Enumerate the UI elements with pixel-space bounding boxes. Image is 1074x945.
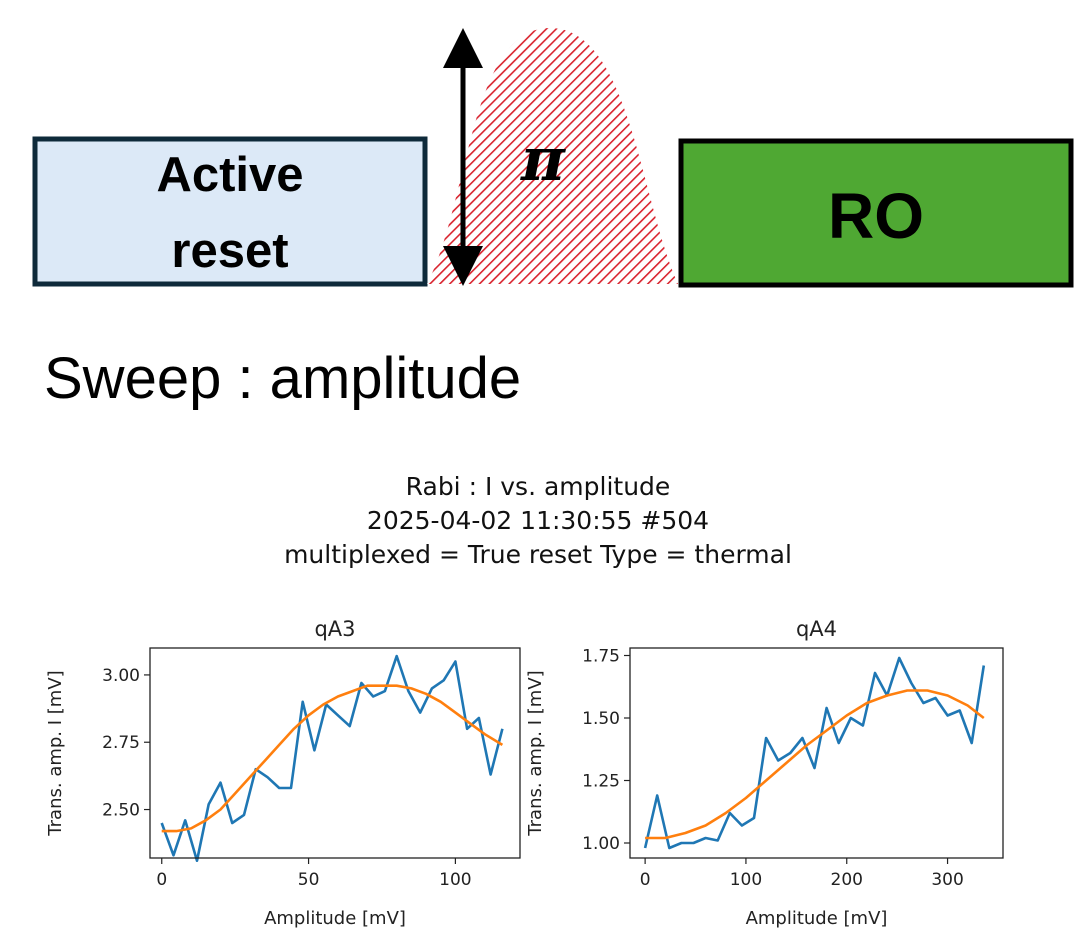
sweep-label: Sweep : amplitude (44, 346, 522, 411)
figure-title-line1: Rabi : I vs. amplitude (405, 472, 671, 501)
pi-pulse-label: π (520, 125, 566, 195)
figure-title: Rabi : I vs. amplitude 2025-04-02 11:30:… (200, 470, 876, 572)
y-tick-label: 2.50 (102, 801, 140, 821)
plot-frame (629, 647, 1004, 859)
charts-area: 0 50 100 2.50 2.75 3.00 qA3 Amplitude [mV] Trans… (45, 617, 1004, 929)
active-reset-label-line1: Active (156, 148, 303, 202)
figure-title-line2: 2025-04-02 11:30:55 #504 (366, 506, 710, 535)
y-tick-label: 3.00 (102, 666, 140, 686)
series-line-data (643, 656, 986, 850)
plot-frame (149, 647, 521, 859)
y-tick-label: 1.75 (582, 647, 620, 667)
y-axis-label: Trans. amp. I [mV] (525, 670, 546, 836)
x-tick-label: 200 (831, 870, 863, 890)
y-tick-label: 1.25 (582, 772, 620, 792)
readout-label: RO (828, 180, 924, 252)
pi-pulse-shape (427, 28, 678, 284)
chart-qA3: 0 50 100 2.50 2.75 3.00 qA3 Amplitude [mV] Trans… (45, 617, 521, 929)
y-tick-label: 1.50 (582, 709, 620, 729)
y-tick-label: 1.00 (582, 834, 620, 854)
figure-title-line3: multiplexed = True reset Type = thermal (284, 540, 792, 569)
series-line-data (160, 654, 504, 863)
pulse-sequence-diagram: Active reset π RO (32, 27, 1074, 288)
x-tick-label: 0 (156, 870, 167, 890)
chart-qA4: 0 100 200 300 1.00 1.25 1.50 1.75 qA4 Amplitude [… (525, 617, 1004, 929)
x-tick-label: 0 (640, 870, 651, 890)
active-reset-label-line2: reset (171, 224, 288, 278)
x-axis-label: Amplitude [mV] (264, 908, 406, 929)
chart-title: qA4 (796, 617, 837, 641)
x-tick-label: 50 (298, 870, 320, 890)
x-tick-label: 300 (931, 870, 963, 890)
series-line-fit (645, 689, 985, 840)
active-reset-block (32, 136, 428, 287)
readout-block (678, 138, 1074, 288)
x-tick-label: 100 (439, 870, 471, 890)
y-axis-label: Trans. amp. I [mV] (45, 670, 66, 836)
series-line-fit (161, 684, 504, 833)
x-tick-label: 100 (730, 870, 762, 890)
y-tick-label: 2.75 (102, 733, 140, 753)
chart-title: qA3 (314, 617, 355, 641)
x-axis-label: Amplitude [mV] (746, 908, 888, 929)
